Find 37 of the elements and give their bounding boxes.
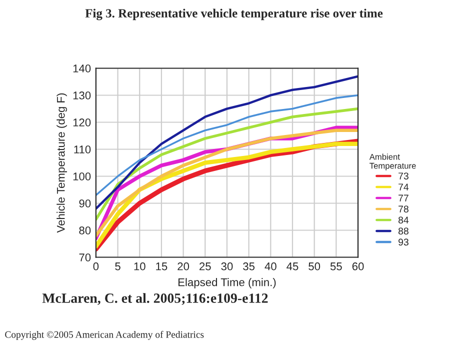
y-tick-label: 140	[73, 64, 91, 72]
x-tick-label: 10	[134, 262, 146, 270]
x-tick-label: 45	[286, 262, 298, 270]
line-series	[96, 107, 358, 221]
line-series	[96, 75, 358, 210]
x-tick-label: 0	[93, 262, 99, 270]
legend-label: 84	[398, 216, 409, 224]
y-tick-label: 100	[73, 172, 91, 180]
text: Copyright ©2005 American Academy of Pediatrics	[5, 330, 204, 340]
chart-title: Fig 3. Representative vehicle temperature rise over time	[85, 8, 383, 20]
x-tick-label: 20	[178, 262, 190, 270]
x-tick-label: 50	[308, 262, 320, 270]
x-tick-label: 15	[156, 262, 168, 270]
legend-title: Ambient Temperature	[369, 154, 416, 170]
y-tick-label: 80	[79, 226, 91, 234]
y-tick-label: 110	[74, 146, 91, 154]
legend-label: 88	[398, 228, 408, 235]
x-tick-label: 25	[200, 262, 211, 270]
text: McLaren, C. et al. 2005;116:e109-e112	[42, 293, 268, 305]
line-series	[96, 94, 358, 196]
legend-label: 77	[398, 194, 408, 202]
x-tick-label: 55	[330, 262, 342, 270]
y-axis-title: Vehicle Temperature (deg F)	[56, 93, 67, 233]
legend-label: 74	[398, 184, 409, 190]
y-tick-label: 130	[73, 92, 91, 100]
x-tick-label: 60	[352, 262, 364, 270]
legend-label: 73	[398, 172, 408, 180]
x-axis-title: Elapsed Time (min.)	[178, 278, 276, 288]
y-tick-label: 120	[73, 118, 91, 126]
legend-label: 93	[398, 238, 408, 246]
legend-label: 78	[398, 206, 408, 213]
y-tick-label: 90	[79, 200, 91, 208]
x-tick-label: 30	[221, 262, 233, 270]
x-tick-label: 35	[243, 262, 255, 270]
x-tick-label: 40	[264, 262, 276, 270]
y-tick-label: 70	[79, 254, 91, 262]
x-tick-label: 5	[115, 262, 120, 270]
